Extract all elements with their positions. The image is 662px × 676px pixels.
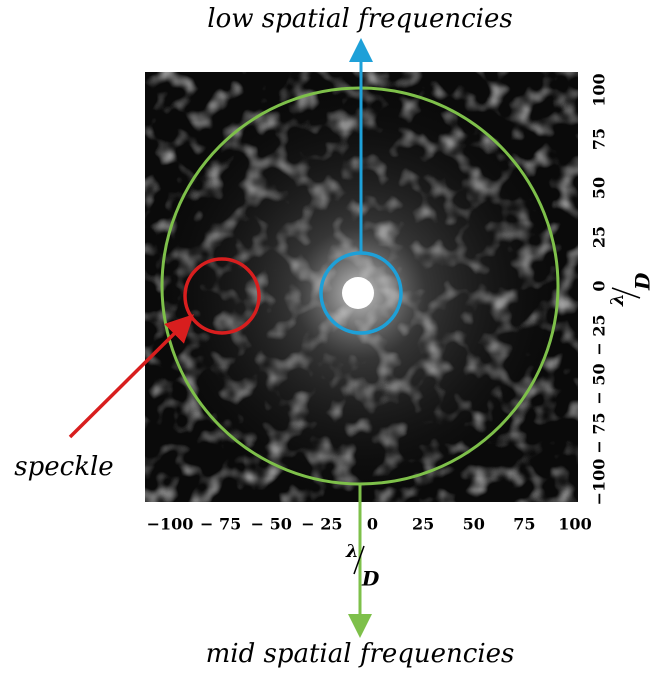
y-tick-label: −100 [590, 459, 609, 506]
y-tick-label: 50 [590, 177, 609, 199]
y-tick-label: 0 [590, 280, 609, 291]
x-axis-label-num: λ [345, 541, 359, 562]
x-tick-label: 50 [463, 515, 485, 534]
x-tick-label: − 25 [301, 515, 342, 534]
x-axis-label-den: D [361, 567, 380, 591]
x-tick-label: 0 [367, 515, 378, 534]
bottom-label: mid spatial frequencies [206, 639, 515, 669]
x-tick-label: 25 [412, 515, 434, 534]
core [342, 277, 374, 309]
y-tick-label: 25 [590, 226, 609, 248]
red-arrow [68, 314, 194, 439]
x-tick-label: 75 [513, 515, 535, 534]
y-tick-label: − 75 [590, 412, 609, 453]
y-tick-label: − 50 [590, 363, 609, 404]
x-tick-label: − 75 [200, 515, 241, 534]
y-axis-slash [611, 287, 641, 299]
x-axis-slash [353, 545, 365, 575]
y-axis-label-num: λ [607, 293, 628, 307]
x-tick-label: 100 [558, 515, 591, 534]
top-label: low spatial frequencies [207, 4, 512, 34]
speckle-label: speckle [14, 452, 113, 482]
y-axis-label-den: D [631, 272, 655, 291]
x-tick-label: −100 [147, 515, 194, 534]
y-tick-label: − 25 [590, 314, 609, 355]
y-tick-label: 100 [590, 73, 609, 106]
y-tick-label: 75 [590, 128, 609, 150]
x-tick-label: − 50 [251, 515, 292, 534]
speckle-circle [183, 257, 261, 335]
